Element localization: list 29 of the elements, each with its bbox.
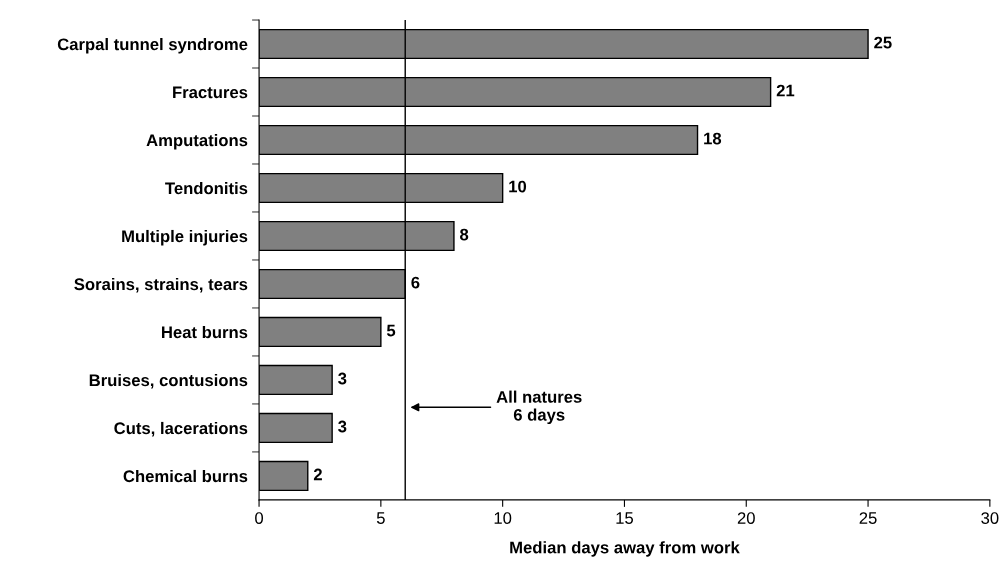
x-tick-label: 0 [255,512,264,524]
data-label: 10 [509,180,527,193]
y-tick-label: Sorains, strains, tears [74,277,248,293]
x-axis-title: Median days away from work [510,541,740,557]
x-tick-label: 10 [494,512,512,524]
y-tick-label: Heat burns [162,325,248,339]
data-label: 5 [386,324,396,337]
data-label: 25 [874,36,892,49]
y-tick-label: Tendonitis [165,181,248,195]
data-label: 18 [704,132,722,145]
data-label: 3 [338,372,347,385]
y-tick-label: Carpal tunnel syndrome [57,37,248,54]
ref-line-label: All natures 6 days [496,390,582,425]
y-tick-label: Amputations [146,133,248,150]
data-label: 2 [313,468,322,481]
y-tick-label: Cuts, lacerations [114,421,248,437]
y-tick-label: Fractures [173,86,248,99]
x-tick-label: 5 [376,512,385,524]
data-label: 21 [776,84,795,97]
data-label: 3 [338,420,347,433]
data-label: 6 [411,276,420,289]
y-tick-label: Chemical burns [123,469,248,483]
x-tick-label: 30 [981,512,999,524]
y-tick-label: Multiple injuries [122,229,248,246]
data-label: 8 [460,228,469,241]
x-tick-label: 25 [859,512,877,524]
x-tick-label: 20 [737,512,755,524]
x-tick-label: 15 [616,512,634,524]
y-tick-label: Bruises, contusions [89,373,248,389]
